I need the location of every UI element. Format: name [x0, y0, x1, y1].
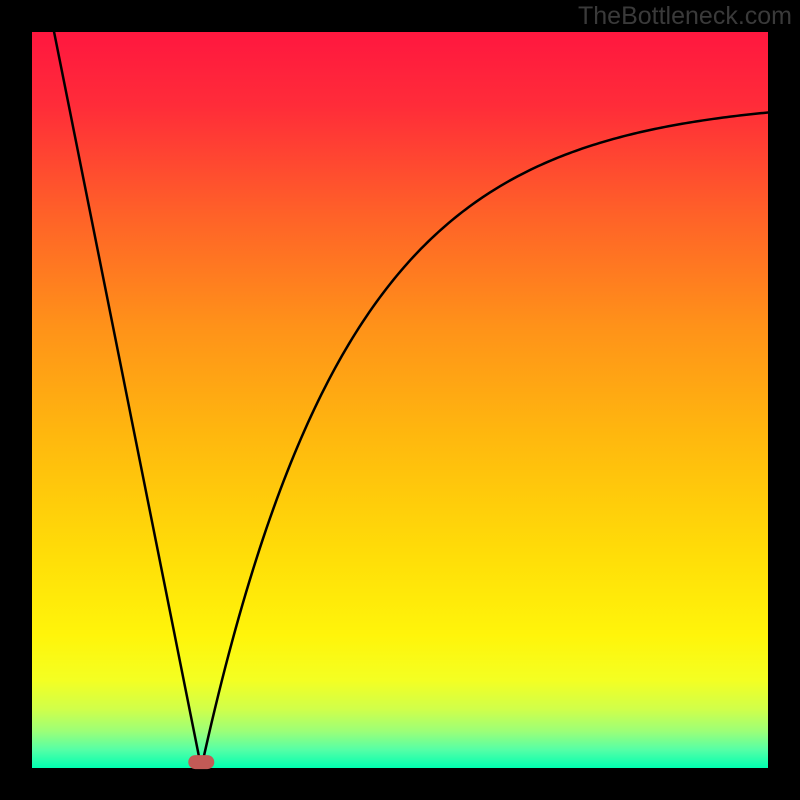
plot-area	[32, 32, 768, 768]
marker-layer	[32, 32, 768, 768]
optimum-marker	[188, 755, 214, 769]
watermark-text: TheBottleneck.com	[578, 2, 792, 31]
chart-frame: TheBottleneck.com	[0, 0, 800, 800]
